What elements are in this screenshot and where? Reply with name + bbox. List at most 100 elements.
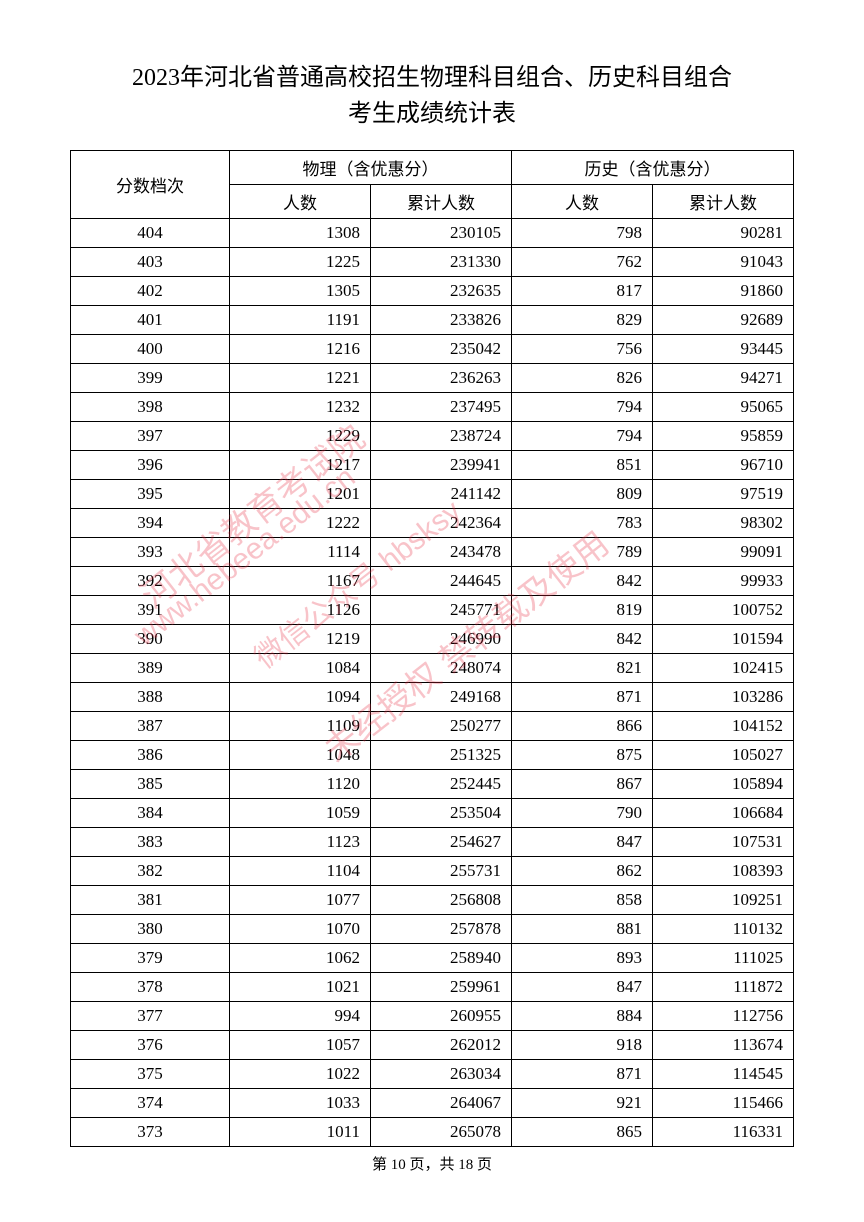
physics-cum-cell: 248074 — [371, 654, 512, 683]
physics-cum-cell: 251325 — [371, 741, 512, 770]
physics-cum-cell: 260955 — [371, 1002, 512, 1031]
history-cum-cell: 91043 — [653, 248, 794, 277]
score-cell: 393 — [71, 538, 230, 567]
score-cell: 404 — [71, 219, 230, 248]
physics-count-cell: 1033 — [230, 1089, 371, 1118]
history-cum-cell: 104152 — [653, 712, 794, 741]
table-row: 3881094249168871103286 — [71, 683, 794, 712]
history-cum-cell: 93445 — [653, 335, 794, 364]
physics-count-cell: 1225 — [230, 248, 371, 277]
physics-count-cell: 1070 — [230, 915, 371, 944]
physics-count-cell: 1222 — [230, 509, 371, 538]
physics-count-cell: 1219 — [230, 625, 371, 654]
history-cum-cell: 98302 — [653, 509, 794, 538]
history-cum-cell: 111025 — [653, 944, 794, 973]
score-cell: 380 — [71, 915, 230, 944]
score-cell: 402 — [71, 277, 230, 306]
history-count-cell: 842 — [512, 625, 653, 654]
physics-cum-cell: 257878 — [371, 915, 512, 944]
history-count-cell: 789 — [512, 538, 653, 567]
history-cum-cell: 95859 — [653, 422, 794, 451]
physics-cum-cell: 238724 — [371, 422, 512, 451]
physics-count-cell: 1059 — [230, 799, 371, 828]
table-row: 3841059253504790106684 — [71, 799, 794, 828]
physics-count-cell: 1057 — [230, 1031, 371, 1060]
history-cum-cell: 112756 — [653, 1002, 794, 1031]
score-cell: 401 — [71, 306, 230, 335]
physics-count-cell: 1216 — [230, 335, 371, 364]
table-row: 400121623504275693445 — [71, 335, 794, 364]
table-row: 3871109250277866104152 — [71, 712, 794, 741]
history-cum-cell: 116331 — [653, 1118, 794, 1147]
history-cum-cell: 92689 — [653, 306, 794, 335]
table-row: 3911126245771819100752 — [71, 596, 794, 625]
history-count-cell: 798 — [512, 219, 653, 248]
header-history-cum: 累计人数 — [653, 185, 794, 219]
physics-count-cell: 1011 — [230, 1118, 371, 1147]
page-footer: 第 10 页，共 18 页 — [70, 1153, 794, 1174]
physics-cum-cell: 239941 — [371, 451, 512, 480]
history-cum-cell: 100752 — [653, 596, 794, 625]
history-count-cell: 817 — [512, 277, 653, 306]
history-cum-cell: 97519 — [653, 480, 794, 509]
table-row: 403122523133076291043 — [71, 248, 794, 277]
history-cum-cell: 109251 — [653, 886, 794, 915]
score-cell: 384 — [71, 799, 230, 828]
history-count-cell: 851 — [512, 451, 653, 480]
physics-count-cell: 1232 — [230, 393, 371, 422]
table-row: 395120124114280997519 — [71, 480, 794, 509]
history-cum-cell: 95065 — [653, 393, 794, 422]
score-cell: 403 — [71, 248, 230, 277]
score-cell: 388 — [71, 683, 230, 712]
physics-cum-cell: 230105 — [371, 219, 512, 248]
history-count-cell: 826 — [512, 364, 653, 393]
header-physics-cum: 累计人数 — [371, 185, 512, 219]
physics-count-cell: 1123 — [230, 828, 371, 857]
physics-count-cell: 1229 — [230, 422, 371, 451]
history-count-cell: 783 — [512, 509, 653, 538]
table-row: 401119123382682992689 — [71, 306, 794, 335]
table-row: 404130823010579890281 — [71, 219, 794, 248]
history-cum-cell: 99933 — [653, 567, 794, 596]
physics-cum-cell: 245771 — [371, 596, 512, 625]
history-cum-cell: 91860 — [653, 277, 794, 306]
table-row: 3851120252445867105894 — [71, 770, 794, 799]
physics-cum-cell: 253504 — [371, 799, 512, 828]
header-physics-group: 物理（含优惠分） — [230, 151, 512, 185]
history-cum-cell: 99091 — [653, 538, 794, 567]
physics-count-cell: 994 — [230, 1002, 371, 1031]
physics-count-cell: 1094 — [230, 683, 371, 712]
physics-count-cell: 1109 — [230, 712, 371, 741]
table-row: 399122123626382694271 — [71, 364, 794, 393]
score-cell: 385 — [71, 770, 230, 799]
header-history-group: 历史（含优惠分） — [512, 151, 794, 185]
history-count-cell: 871 — [512, 1060, 653, 1089]
table-row: 397122923872479495859 — [71, 422, 794, 451]
history-cum-cell: 114545 — [653, 1060, 794, 1089]
history-count-cell: 756 — [512, 335, 653, 364]
history-count-cell: 884 — [512, 1002, 653, 1031]
physics-count-cell: 1120 — [230, 770, 371, 799]
physics-cum-cell: 255731 — [371, 857, 512, 886]
score-cell: 391 — [71, 596, 230, 625]
table-row: 3741033264067921115466 — [71, 1089, 794, 1118]
history-cum-cell: 102415 — [653, 654, 794, 683]
score-cell: 381 — [71, 886, 230, 915]
physics-count-cell: 1021 — [230, 973, 371, 1002]
history-cum-cell: 106684 — [653, 799, 794, 828]
table-row: 3731011265078865116331 — [71, 1118, 794, 1147]
history-count-cell: 871 — [512, 683, 653, 712]
physics-count-cell: 1191 — [230, 306, 371, 335]
table-row: 3891084248074821102415 — [71, 654, 794, 683]
score-cell: 398 — [71, 393, 230, 422]
history-count-cell: 921 — [512, 1089, 653, 1118]
physics-cum-cell: 246990 — [371, 625, 512, 654]
physics-cum-cell: 262012 — [371, 1031, 512, 1060]
physics-cum-cell: 256808 — [371, 886, 512, 915]
physics-count-cell: 1167 — [230, 567, 371, 596]
score-cell: 377 — [71, 1002, 230, 1031]
history-cum-cell: 94271 — [653, 364, 794, 393]
score-cell: 390 — [71, 625, 230, 654]
history-cum-cell: 107531 — [653, 828, 794, 857]
table-row: 394122224236478398302 — [71, 509, 794, 538]
